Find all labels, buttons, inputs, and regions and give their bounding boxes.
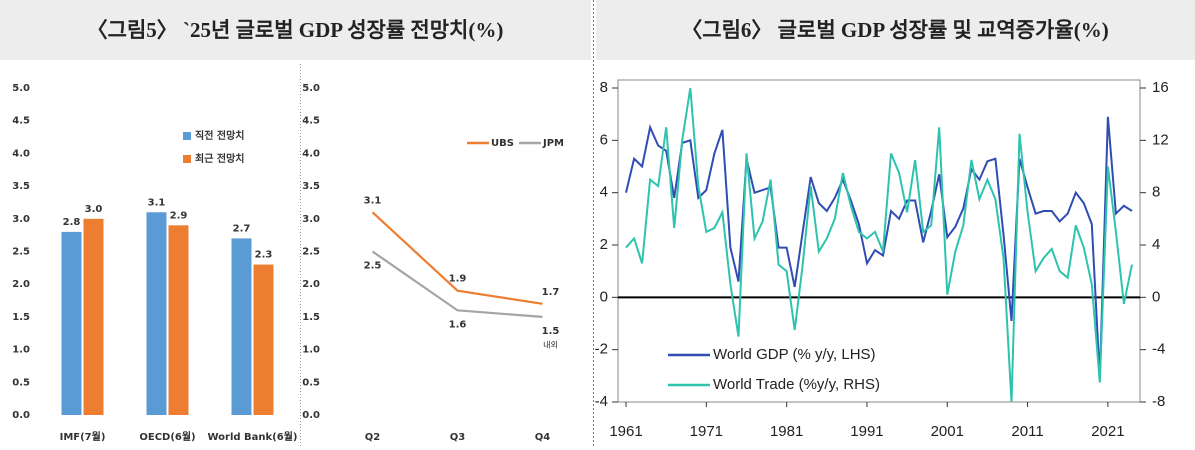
series-line	[625, 87, 1133, 403]
y-tick-label: 4.0	[12, 148, 30, 159]
y2-tick-label: 12	[1152, 131, 1169, 148]
value-label: 2.8	[63, 217, 81, 228]
y-tick-label: 5.0	[12, 83, 30, 94]
x-tick-label: 1981	[770, 423, 803, 440]
y-tick-label: 0.0	[302, 410, 320, 421]
y-tick-label: 1.5	[302, 312, 320, 323]
y-tick-label: 3.0	[12, 214, 30, 225]
legend-label: World GDP (% y/y, LHS)	[713, 346, 876, 363]
value-label: 1.6	[449, 319, 467, 330]
y-tick-label: 4.5	[12, 116, 30, 127]
bar	[61, 231, 82, 415]
y-tick-label: 2.5	[302, 247, 320, 258]
y-tick-label: 1.5	[12, 312, 30, 323]
y-tick-label: 0.5	[302, 377, 320, 388]
value-label: 2.9	[170, 210, 188, 221]
x-tick-label: 2021	[1091, 423, 1124, 440]
y-tick-label: 8	[600, 79, 608, 96]
legend-label: UBS	[491, 138, 514, 149]
y2-tick-label: 4	[1152, 236, 1160, 253]
y2-tick-label: 8	[1152, 184, 1160, 201]
y-tick-label: -2	[595, 341, 608, 358]
y2-tick-label: 16	[1152, 79, 1169, 96]
series-line	[371, 250, 543, 318]
plot-frame	[617, 79, 1141, 403]
series-line	[371, 211, 543, 305]
y-tick-label: 1.0	[12, 345, 30, 356]
y-tick-label: 3.5	[302, 181, 320, 192]
y-tick-label: 0.5	[12, 377, 30, 388]
bar	[168, 225, 189, 415]
y-tick-label: 0	[600, 288, 608, 305]
value-label: 1.9	[449, 274, 467, 285]
x-tick-label: 1961	[609, 423, 642, 440]
legend-label: 직전 전망치	[195, 129, 244, 142]
y-tick-label: 2.0	[302, 279, 320, 290]
x-tick-label: 2001	[931, 423, 964, 440]
y-tick-label: 2.0	[12, 279, 30, 290]
series-line	[625, 116, 1133, 379]
y-tick-label: 2.5	[12, 247, 30, 258]
y-tick-label: 6	[600, 131, 608, 148]
legend-label: JPM	[542, 138, 564, 149]
x-tick-label: 2011	[1011, 423, 1043, 440]
header-bg	[596, 0, 1195, 60]
y2-tick-label: -4	[1152, 341, 1165, 358]
x-tick-label: 1971	[690, 423, 723, 440]
header-bg	[0, 0, 591, 60]
x-tick-label: Q4	[535, 432, 551, 443]
y2-tick-label: -8	[1152, 393, 1165, 410]
bar	[146, 212, 167, 415]
legend-swatch	[183, 132, 191, 140]
bar	[253, 264, 274, 415]
y-tick-label: 2	[600, 236, 608, 253]
bar	[231, 238, 252, 415]
value-label: 2.3	[255, 250, 273, 261]
panel-title: 〈그림5〉 `25년 글로벌 GDP 성장률 전망치(%)	[87, 18, 504, 42]
x-tick-label: IMF(7월)	[60, 431, 106, 443]
x-tick-label: OECD(6월)	[139, 431, 195, 443]
value-label: 2.7	[233, 223, 251, 234]
y-tick-label: 3.0	[302, 214, 320, 225]
panel-title: 〈그림6〉 글로벌 GDP 성장률 및 교역증가율(%)	[681, 18, 1108, 42]
annotation: 내외	[543, 339, 558, 349]
y-tick-label: -4	[595, 393, 608, 410]
bar	[83, 218, 104, 415]
x-tick-label: Q3	[450, 432, 466, 443]
y-tick-label: 5.0	[302, 83, 320, 94]
y2-tick-label: 0	[1152, 288, 1160, 305]
x-tick-label: World Bank(6월)	[208, 431, 298, 443]
y-tick-label: 4.5	[302, 116, 320, 127]
value-label: 1.5	[542, 326, 560, 337]
x-tick-label: 1991	[850, 423, 883, 440]
x-tick-label: Q2	[365, 432, 381, 443]
value-label: 3.1	[148, 197, 166, 208]
value-label: 1.7	[542, 287, 560, 298]
value-label: 2.5	[364, 261, 382, 272]
y-tick-label: 4	[600, 184, 608, 201]
y-tick-label: 4.0	[302, 148, 320, 159]
value-label: 3.0	[85, 204, 103, 215]
legend-label: 최근 전망치	[195, 152, 244, 165]
y-tick-label: 1.0	[302, 345, 320, 356]
legend-label: World Trade (%y/y, RHS)	[713, 376, 880, 393]
y-tick-label: 0.0	[12, 410, 30, 421]
y-tick-label: 3.5	[12, 181, 30, 192]
value-label: 3.1	[364, 195, 382, 206]
legend-swatch	[183, 155, 191, 163]
